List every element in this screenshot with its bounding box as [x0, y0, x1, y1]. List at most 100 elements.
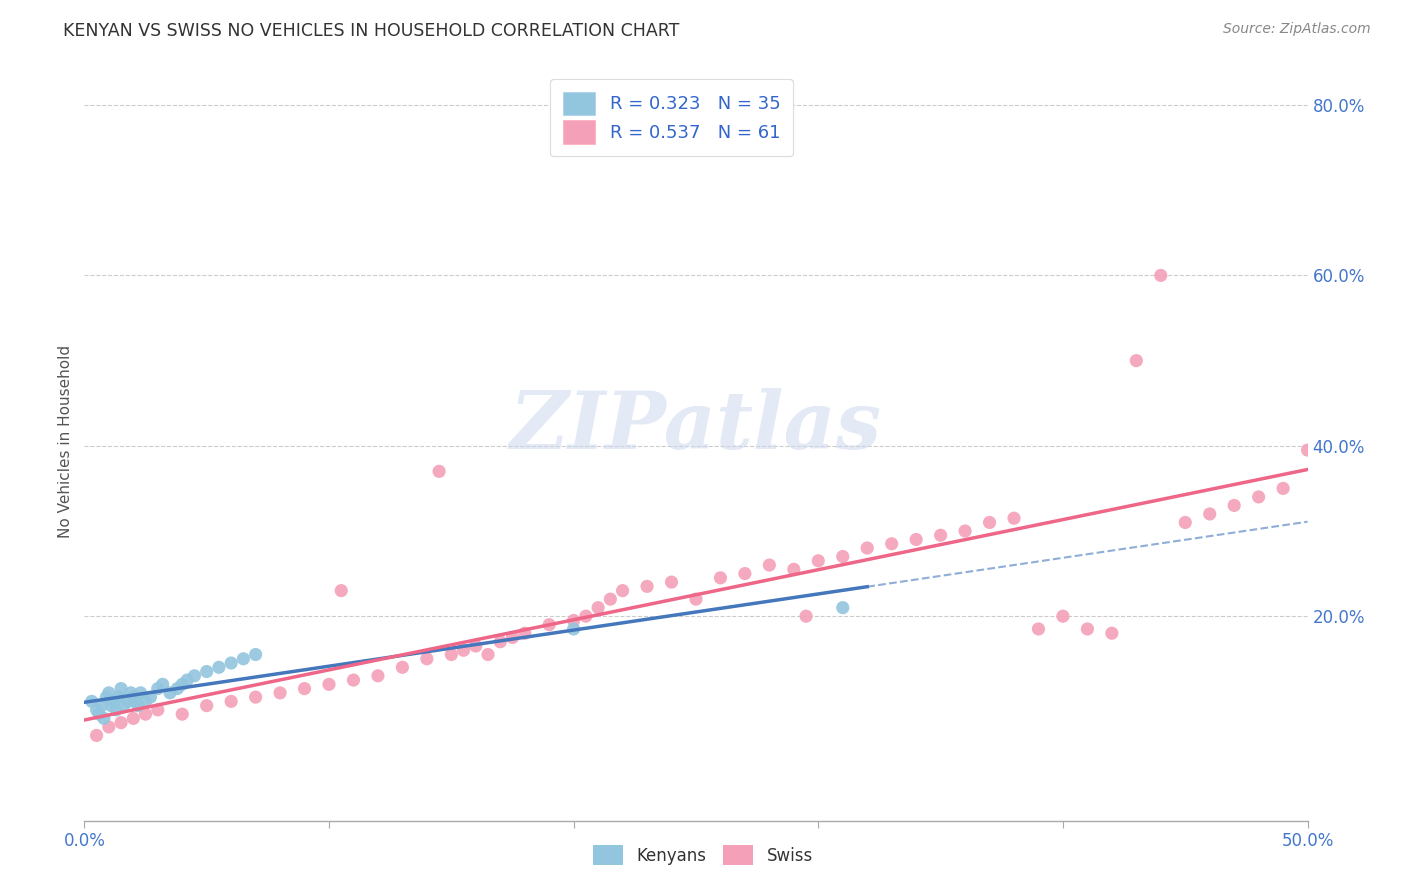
Point: [709, 571, 731, 585]
Point: [93, 711, 115, 725]
Text: KENYAN VS SWISS NO VEHICLES IN HOUSEHOLD CORRELATION CHART: KENYAN VS SWISS NO VEHICLES IN HOUSEHOLD…: [63, 22, 679, 40]
Point: [1223, 499, 1246, 513]
Point: [391, 660, 413, 674]
Point: [856, 541, 879, 555]
Point: [117, 694, 139, 708]
Point: [97, 720, 120, 734]
Point: [139, 690, 162, 705]
Point: [152, 677, 174, 691]
Point: [685, 592, 707, 607]
Point: [172, 707, 194, 722]
Point: [440, 648, 463, 662]
Point: [734, 566, 756, 581]
Point: [453, 643, 475, 657]
Point: [208, 660, 231, 674]
Point: [794, 609, 817, 624]
Point: [80, 694, 103, 708]
Point: [96, 690, 118, 705]
Point: [783, 562, 806, 576]
Point: [100, 698, 122, 713]
Point: [342, 673, 364, 687]
Point: [427, 464, 450, 478]
Point: [1125, 353, 1147, 368]
Point: [489, 634, 512, 648]
Point: [86, 728, 108, 742]
Point: [159, 686, 181, 700]
Point: [176, 673, 198, 687]
Point: [269, 686, 291, 700]
Point: [586, 600, 609, 615]
Point: [513, 626, 536, 640]
Text: Source: ZipAtlas.com: Source: ZipAtlas.com: [1223, 22, 1371, 37]
Point: [166, 681, 188, 696]
Point: [538, 617, 561, 632]
Point: [831, 600, 853, 615]
Point: [1296, 443, 1319, 458]
Point: [110, 681, 132, 696]
Point: [135, 694, 157, 708]
Point: [367, 669, 389, 683]
Text: ZIPatlas: ZIPatlas: [510, 388, 882, 465]
Point: [232, 652, 254, 666]
Point: [195, 665, 218, 679]
Point: [146, 703, 169, 717]
Point: [599, 592, 621, 607]
Point: [1150, 268, 1173, 283]
Point: [464, 639, 486, 653]
Point: [831, 549, 853, 564]
Point: [125, 694, 148, 708]
Point: [122, 690, 145, 705]
Point: [477, 648, 499, 662]
Point: [1247, 490, 1270, 504]
Point: [97, 686, 120, 700]
Point: [129, 686, 152, 700]
Point: [1198, 507, 1220, 521]
Point: [135, 707, 157, 722]
Point: [758, 558, 780, 572]
Point: [294, 681, 316, 696]
Point: [1174, 516, 1197, 530]
Point: [979, 516, 1001, 530]
Y-axis label: No Vehicles in Household: No Vehicles in Household: [58, 345, 73, 538]
Point: [112, 698, 135, 713]
Point: [502, 631, 524, 645]
Point: [929, 528, 952, 542]
Point: [219, 656, 242, 670]
Point: [195, 698, 218, 713]
Point: [87, 707, 110, 722]
Point: [1052, 609, 1074, 624]
Point: [1076, 622, 1098, 636]
Point: [905, 533, 928, 547]
Point: [953, 524, 976, 538]
Point: [1272, 482, 1295, 496]
Point: [107, 690, 129, 705]
Point: [110, 715, 132, 730]
Point: [880, 537, 903, 551]
Point: [1101, 626, 1123, 640]
Legend: R = 0.323   N = 35, R = 0.537   N = 61: R = 0.323 N = 35, R = 0.537 N = 61: [550, 79, 793, 156]
Point: [318, 677, 340, 691]
Point: [103, 694, 125, 708]
Point: [219, 694, 242, 708]
Point: [183, 669, 205, 683]
Point: [245, 648, 267, 662]
Point: [612, 583, 634, 598]
Point: [416, 652, 439, 666]
Point: [661, 575, 683, 590]
Point: [86, 703, 108, 717]
Point: [562, 622, 585, 636]
Point: [330, 583, 353, 598]
Point: [127, 698, 149, 713]
Point: [172, 677, 194, 691]
Point: [245, 690, 267, 705]
Point: [807, 554, 830, 568]
Point: [122, 711, 145, 725]
Point: [1028, 622, 1050, 636]
Point: [575, 609, 598, 624]
Point: [1002, 511, 1025, 525]
Legend: Kenyans, Swiss: Kenyans, Swiss: [583, 836, 823, 875]
Point: [105, 703, 128, 717]
Point: [90, 698, 112, 713]
Point: [120, 686, 142, 700]
Point: [636, 579, 658, 593]
